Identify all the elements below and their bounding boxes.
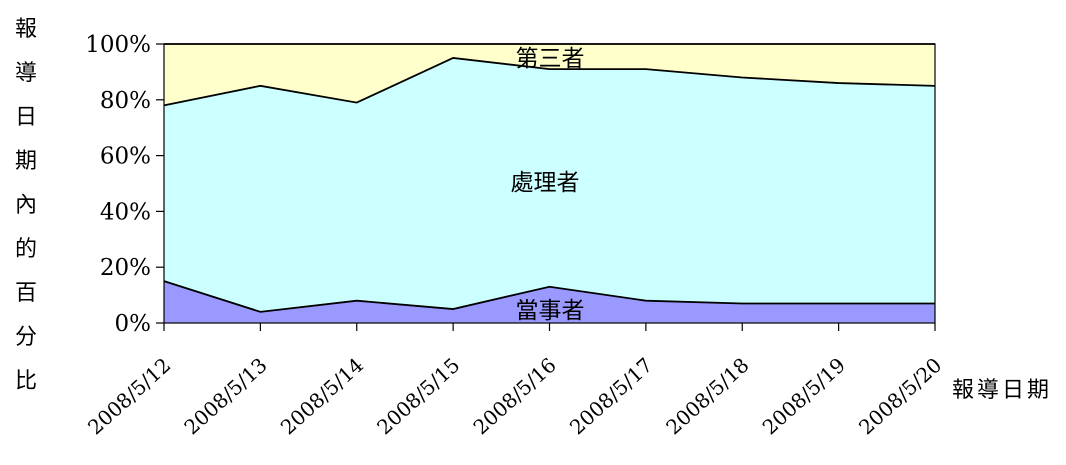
y-tick-label: 100%	[85, 32, 151, 58]
y-axis-label-char: 的	[14, 237, 37, 262]
y-axis-label-char: 導	[14, 61, 37, 86]
y-tick-label: 0%	[115, 311, 152, 337]
series-line-1	[163, 280, 935, 313]
area-1	[164, 281, 935, 323]
y-axis-label-char: 日	[14, 105, 37, 130]
y-axis-label-char: 百	[14, 281, 37, 306]
y-axis-label-char: 分	[14, 325, 37, 350]
y-tick-label: 60%	[100, 144, 151, 170]
y-axis-label-char: 內	[14, 193, 37, 218]
y-axis-label-char: 比	[14, 369, 37, 394]
series-label-2: 處理者	[511, 170, 580, 196]
series-label-1: 當事者	[516, 298, 585, 324]
series-label-3: 第三者	[516, 46, 585, 72]
x-tick-label: 2008/5/13	[179, 353, 271, 439]
x-tick-label: 2008/5/16	[469, 353, 561, 439]
x-tick-label: 2008/5/14	[276, 353, 368, 439]
x-tick-label: 2008/5/20	[854, 353, 946, 439]
y-axis-label: 報導日期內的百分比	[0, 0, 50, 400]
y-tick-label: 80%	[100, 88, 151, 114]
x-tick-label: 2008/5/15	[372, 353, 464, 439]
x-tick-label: 2008/5/17	[565, 353, 657, 439]
y-axis-label-char: 報	[14, 17, 37, 42]
x-axis-label: 報導日期	[952, 378, 1053, 403]
x-tick-label: 2008/5/19	[758, 353, 850, 439]
x-tick-label: 2008/5/18	[661, 353, 753, 439]
area-3	[164, 44, 935, 106]
y-tick-label: 40%	[100, 199, 151, 225]
y-tick-label: 20%	[100, 255, 151, 281]
x-tick-label: 2008/5/12	[83, 353, 175, 439]
area-2	[164, 57, 935, 312]
series-line-2	[163, 57, 936, 107]
y-axis-label-char: 期	[14, 149, 37, 174]
